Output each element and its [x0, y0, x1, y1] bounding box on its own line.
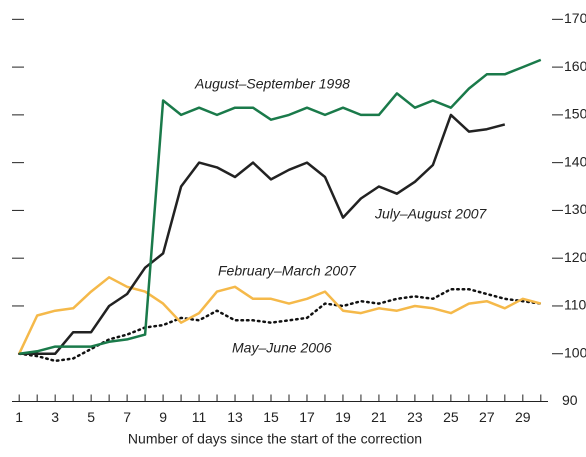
- y-tick-label: 120: [564, 249, 586, 265]
- x-tick-label: 3: [51, 409, 59, 425]
- x-tick-label: 15: [263, 409, 279, 425]
- x-tick-label: 13: [227, 409, 243, 425]
- x-tick-label: 21: [371, 409, 387, 425]
- series-annotation: May–June 2006: [232, 340, 332, 356]
- x-tick-label: 23: [407, 409, 423, 425]
- x-tick-label: 19: [335, 409, 351, 425]
- y-tick-label: 100: [564, 344, 586, 360]
- x-tick-label: 9: [159, 409, 167, 425]
- y-tick-label: 160: [564, 58, 586, 74]
- series-line: [18, 276, 542, 355]
- y-tick-label: 170: [564, 10, 586, 26]
- series-annotation: July–August 2007: [374, 206, 488, 222]
- x-tick-label: 7: [123, 409, 131, 425]
- y-tick-label: 90: [562, 392, 578, 408]
- y-tick-label: 140: [564, 153, 586, 169]
- x-axis-label: Number of days since the start of the co…: [128, 431, 422, 447]
- x-tick-label: 5: [87, 409, 95, 425]
- x-tick-label: 27: [479, 409, 495, 425]
- y-tick-label: 150: [564, 106, 586, 122]
- x-tick-label: 25: [443, 409, 459, 425]
- x-tick-label: 17: [299, 409, 315, 425]
- y-tick-label: 110: [564, 297, 586, 313]
- series-line: [19, 58, 542, 355]
- y-tick-label: 130: [564, 201, 586, 217]
- series-line: [17, 287, 543, 363]
- x-tick-label: 11: [192, 409, 207, 425]
- x-tick-label: 29: [515, 409, 531, 425]
- series-line: [19, 113, 506, 355]
- series-annotation: August–September 1998: [194, 76, 350, 92]
- series-annotation: February–March 2007: [218, 263, 357, 279]
- x-tick-label: 1: [15, 409, 23, 425]
